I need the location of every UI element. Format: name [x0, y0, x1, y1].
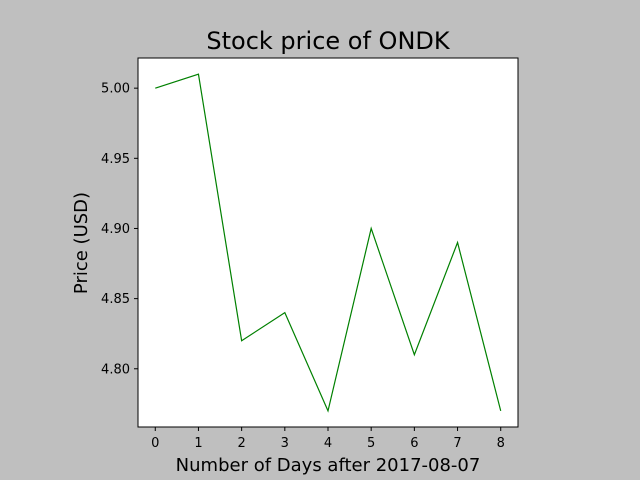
y-tick-label: 4.95: [101, 152, 130, 167]
x-tick-label: 5: [367, 436, 375, 451]
x-tick-label: 3: [281, 436, 289, 451]
x-tick-label: 1: [194, 436, 202, 451]
y-tick-label: 4.80: [101, 362, 130, 377]
y-tick-label: 4.85: [101, 292, 130, 307]
x-axis-label: Number of Days after 2017-08-07: [176, 455, 481, 476]
x-tick-label: 0: [151, 436, 159, 451]
plot-area: [137, 57, 519, 428]
x-tick-label: 2: [237, 436, 245, 451]
price-series-line: [155, 73, 502, 413]
x-tick-label: 7: [453, 436, 461, 451]
y-tick-label: 4.90: [101, 222, 130, 237]
x-tick-label: 6: [410, 436, 418, 451]
x-axis: 0 1 2 3 4 5 6 7 8: [151, 427, 505, 451]
series-layer: [155, 73, 502, 413]
x-tick-label: 4: [324, 436, 332, 451]
chart-title: Stock price of ONDK: [206, 27, 450, 55]
y-axis: 4.80 4.85 4.90 4.95 5.00: [101, 82, 138, 377]
y-tick-label: 5.00: [101, 82, 130, 97]
x-tick-label: 8: [497, 436, 505, 451]
y-axis-label: Price (USD): [71, 192, 92, 294]
